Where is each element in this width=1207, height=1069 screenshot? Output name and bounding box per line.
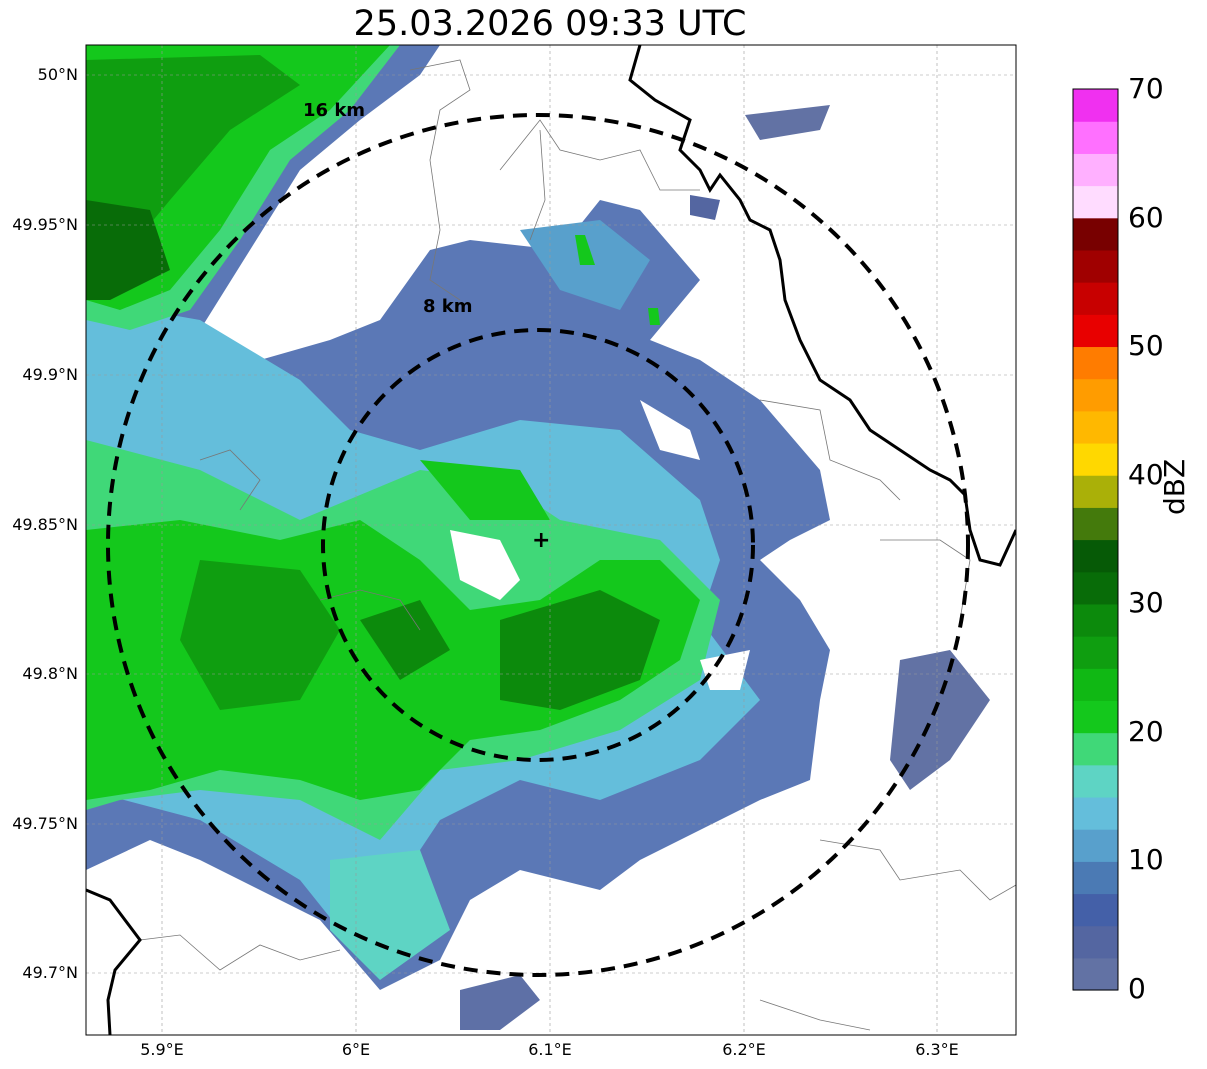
echo-patch	[690, 195, 720, 220]
echo-gap	[700, 650, 750, 690]
range-ring-8km	[321, 328, 755, 762]
echo-patch	[420, 460, 550, 520]
colorbar-label: dBZ	[1158, 458, 1191, 515]
colorbar-tick-label: 50	[1128, 329, 1164, 362]
colorbar-swatch	[1073, 249, 1118, 283]
colorbar-swatch	[1073, 957, 1118, 991]
lat-tick-label: 49.9°N	[22, 365, 78, 384]
echo-patch	[575, 235, 595, 265]
colorbar-swatch	[1073, 764, 1118, 798]
colorbar-swatch	[1073, 829, 1118, 862]
colorbar-swatch	[1073, 603, 1118, 637]
echo-core-dark	[180, 560, 340, 710]
lon-tick-label: 6.2°E	[722, 1040, 766, 1059]
colorbar-swatch	[1073, 346, 1118, 380]
colorbar-swatch	[1073, 314, 1118, 348]
colorbar-swatch	[1073, 571, 1118, 605]
colorbar-frame	[1072, 88, 1119, 991]
colorbar-tick-label: 70	[1128, 72, 1164, 105]
colorbar-swatch	[1073, 410, 1118, 444]
colorbar-swatch	[1073, 89, 1118, 122]
ring-label-8km: 8 km	[423, 296, 473, 317]
lat-tick-label: 49.7°N	[22, 963, 78, 982]
colorbar-swatch	[1073, 282, 1118, 315]
colorbar-tick-label: 30	[1128, 586, 1164, 619]
colorbar-swatch	[1073, 796, 1118, 830]
colorbar-tick-label: 60	[1128, 201, 1164, 234]
lat-tick-label: 50°N	[37, 65, 78, 84]
range-ring-16km	[106, 113, 970, 977]
lon-tick-label: 6°E	[341, 1040, 371, 1059]
lat-tick-label: 49.95°N	[12, 215, 78, 234]
echo-patch	[330, 850, 450, 980]
colorbar-tick-label: 0	[1128, 972, 1146, 1005]
echo-gap	[450, 530, 520, 600]
map-title: 25.03.2026 09:33 UTC	[353, 4, 747, 44]
plot-frame	[85, 44, 1017, 1036]
colorbar-tick-label: 10	[1128, 843, 1164, 876]
echo-gap	[640, 400, 700, 460]
colorbar-swatch	[1073, 153, 1118, 187]
colorbar-swatch	[1073, 378, 1118, 412]
lat-tick-label: 49.85°N	[12, 515, 78, 534]
lon-tick-label: 6.1°E	[528, 1040, 572, 1059]
echo-core-dark	[500, 590, 660, 710]
colorbar-swatch	[1073, 700, 1118, 734]
colorbar-swatch	[1073, 121, 1118, 154]
colorbar-swatch	[1073, 861, 1118, 895]
colorbar-swatch	[1073, 732, 1118, 766]
lon-tick-label: 5.9°E	[140, 1040, 184, 1059]
colorbar-swatch	[1073, 507, 1118, 541]
colorbar-tick-label: 20	[1128, 715, 1164, 748]
colorbar	[1073, 89, 1118, 991]
colorbar-swatch	[1073, 185, 1118, 219]
colorbar-swatch	[1073, 668, 1118, 701]
colorbar-swatch	[1073, 925, 1118, 959]
admin-borders	[139, 59, 1016, 1031]
colorbar-swatch	[1073, 636, 1118, 669]
colorbar-swatch	[1073, 442, 1118, 476]
lat-tick-label: 49.75°N	[12, 814, 78, 833]
lat-tick-label: 49.8°N	[22, 664, 78, 683]
lon-tick-label: 6.3°E	[915, 1040, 959, 1059]
colorbar-swatch	[1073, 539, 1118, 573]
echo-patch	[745, 105, 830, 140]
echo-patch	[648, 308, 660, 325]
colorbar-swatch	[1073, 893, 1118, 927]
echo-core-dark	[360, 600, 450, 680]
radar-site-marker: +	[532, 528, 551, 553]
radar-echoes	[86, 45, 990, 1030]
colorbar-tick-label: 40	[1128, 458, 1164, 491]
ring-label-16km: 16 km	[303, 100, 366, 121]
colorbar-swatch	[1073, 475, 1118, 508]
echo-area-south	[460, 975, 540, 1030]
colorbar-swatch	[1073, 217, 1118, 251]
